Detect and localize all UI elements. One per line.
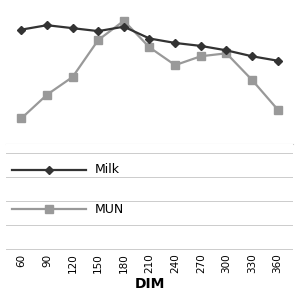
Milk	[71, 26, 74, 30]
MUN	[276, 108, 280, 111]
Text: MUN: MUN	[95, 203, 124, 216]
Text: 180: 180	[119, 254, 129, 273]
Text: 240: 240	[170, 254, 180, 273]
Milk	[45, 23, 49, 27]
Milk	[276, 59, 280, 62]
MUN	[148, 45, 151, 49]
MUN	[45, 93, 49, 97]
MUN	[97, 38, 100, 42]
Line: MUN: MUN	[17, 17, 282, 123]
Text: 60: 60	[16, 254, 26, 267]
MUN	[71, 75, 74, 79]
MUN	[225, 51, 228, 55]
Milk	[173, 41, 177, 45]
MUN	[122, 19, 126, 22]
Text: DIM: DIM	[134, 277, 165, 292]
Milk	[250, 54, 254, 58]
Text: 270: 270	[196, 254, 206, 273]
Text: Milk: Milk	[95, 163, 120, 176]
Milk	[225, 48, 228, 52]
Text: 210: 210	[144, 254, 155, 273]
Text: 150: 150	[93, 254, 103, 273]
Text: 330: 330	[247, 254, 257, 273]
Text: 360: 360	[273, 254, 283, 273]
Text: 120: 120	[68, 254, 78, 273]
Milk	[148, 37, 151, 40]
Milk	[199, 44, 202, 48]
MUN	[19, 117, 23, 120]
Milk	[19, 28, 23, 31]
Line: Milk: Milk	[19, 22, 280, 63]
Milk	[122, 25, 126, 28]
MUN	[173, 63, 177, 67]
MUN	[250, 78, 254, 82]
Text: 90: 90	[42, 254, 52, 267]
MUN	[199, 54, 202, 58]
Text: 300: 300	[221, 254, 231, 273]
Milk	[97, 29, 100, 33]
